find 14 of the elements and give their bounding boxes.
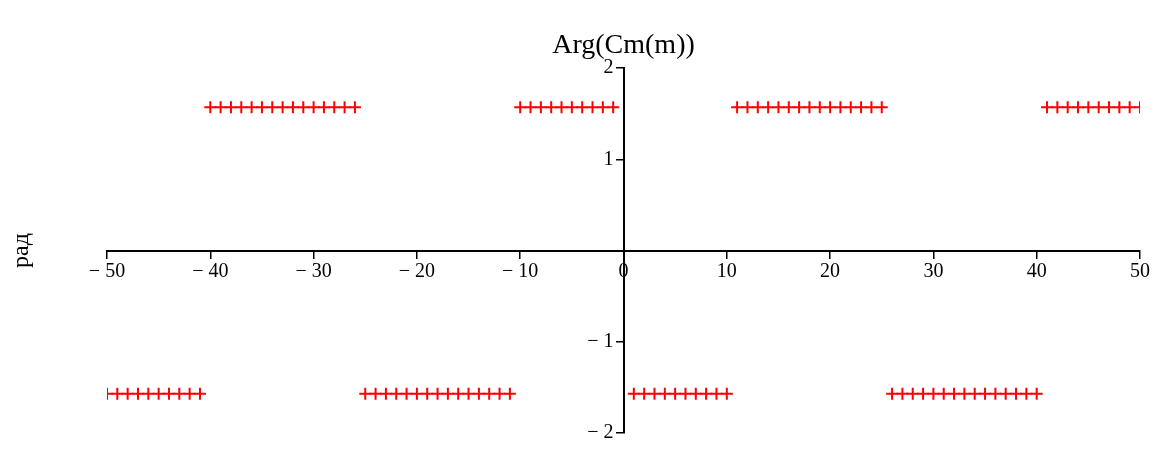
y-tick-label: 1 xyxy=(603,146,614,169)
y-axis-title: рад xyxy=(7,233,34,268)
x-tick-label: − 10 xyxy=(502,258,539,281)
x-tick-label: 10 xyxy=(716,258,737,281)
x-tick-label: 40 xyxy=(1026,258,1047,281)
x-tick-label: 50 xyxy=(1130,258,1150,281)
x-tick-label: 30 xyxy=(923,258,944,281)
x-tick-label: 20 xyxy=(820,258,841,281)
x-tick-label: − 30 xyxy=(295,258,332,281)
x-tick-label: − 20 xyxy=(398,258,436,281)
y-tick-label: − 1 xyxy=(587,329,614,351)
x-tick-label: − 50 xyxy=(88,258,126,281)
y-tick-label: − 2 xyxy=(587,420,614,443)
x-tick-label: − 40 xyxy=(192,258,229,281)
